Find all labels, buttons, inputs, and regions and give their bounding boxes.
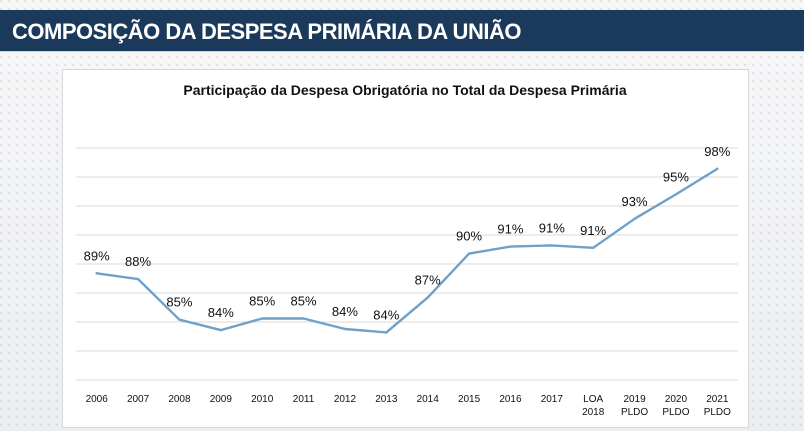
x-tick-label: 2007 [127, 394, 150, 405]
x-tick-label: 2015 [458, 394, 481, 405]
data-label: 84% [332, 304, 358, 319]
data-label: 85% [291, 294, 317, 309]
data-point [136, 277, 140, 281]
data-point [633, 217, 636, 220]
x-tick-label: 2013 [375, 394, 398, 405]
data-label: 93% [622, 194, 648, 209]
x-tick-label: 2021 PLDO [704, 394, 731, 418]
grid-lines [76, 147, 738, 381]
data-point [343, 327, 347, 331]
series-line [95, 167, 719, 334]
data-point [385, 331, 388, 334]
data-label: 91% [580, 223, 606, 238]
data-label: 88% [125, 254, 151, 269]
data-label: 91% [539, 220, 565, 235]
data-point [178, 318, 181, 321]
chart-title: Participação da Despesa Obrigatória no T… [183, 82, 626, 98]
data-point [716, 167, 719, 171]
x-tick-label: 2011 [293, 394, 315, 405]
x-tick-label: 2016 [499, 394, 522, 405]
data-label: 89% [84, 248, 110, 263]
data-label: 85% [249, 294, 275, 309]
data-label: 90% [456, 229, 482, 244]
data-label: 85% [166, 295, 192, 310]
data-point [260, 317, 264, 320]
data-points [95, 167, 719, 334]
data-label: 84% [373, 307, 399, 322]
data-point [467, 252, 471, 255]
x-tick-label: 2006 [86, 394, 109, 405]
x-tick-label: 2012 [334, 394, 357, 405]
data-point [219, 328, 223, 332]
data-label: 87% [415, 273, 441, 288]
data-label: 84% [208, 305, 234, 320]
data-point [426, 296, 429, 299]
data-label: 91% [497, 222, 523, 237]
x-tick-label: 2010 [251, 394, 274, 405]
data-point [302, 317, 305, 320]
x-tick-label: 2017 [541, 394, 564, 405]
data-point [591, 246, 595, 249]
x-tick-label: 2009 [210, 394, 233, 405]
data-point [95, 272, 98, 275]
x-tick-label: 2020 PLDO [662, 394, 689, 418]
x-axis-tick-labels: 2006 2007 2008 2009 2010 2011 2012 2013 2014 2015… [86, 394, 732, 418]
x-tick-label: 2014 [417, 394, 440, 405]
data-labels: 89% 88% 85% 84% 85% 85% 84% 84% 87% 90% 91% 91% 91% 9… [84, 144, 731, 323]
page-title: COMPOSIÇÃO DA DESPESA PRIMÁRIA DA UNIÃO [12, 19, 521, 44]
data-point [509, 245, 512, 248]
x-tick-label: 2008 [168, 394, 191, 405]
data-label: 95% [663, 169, 689, 184]
header-bar: COMPOSIÇÃO DA DESPESA PRIMÁRIA DA UNIÃO [0, 10, 804, 51]
x-tick-label: 2019 PLDO [621, 394, 648, 418]
data-point [550, 244, 554, 247]
data-point [674, 193, 678, 196]
chart-panel [62, 69, 749, 428]
x-tick-label: LOA 2018 [582, 394, 605, 418]
data-label: 98% [704, 144, 730, 159]
